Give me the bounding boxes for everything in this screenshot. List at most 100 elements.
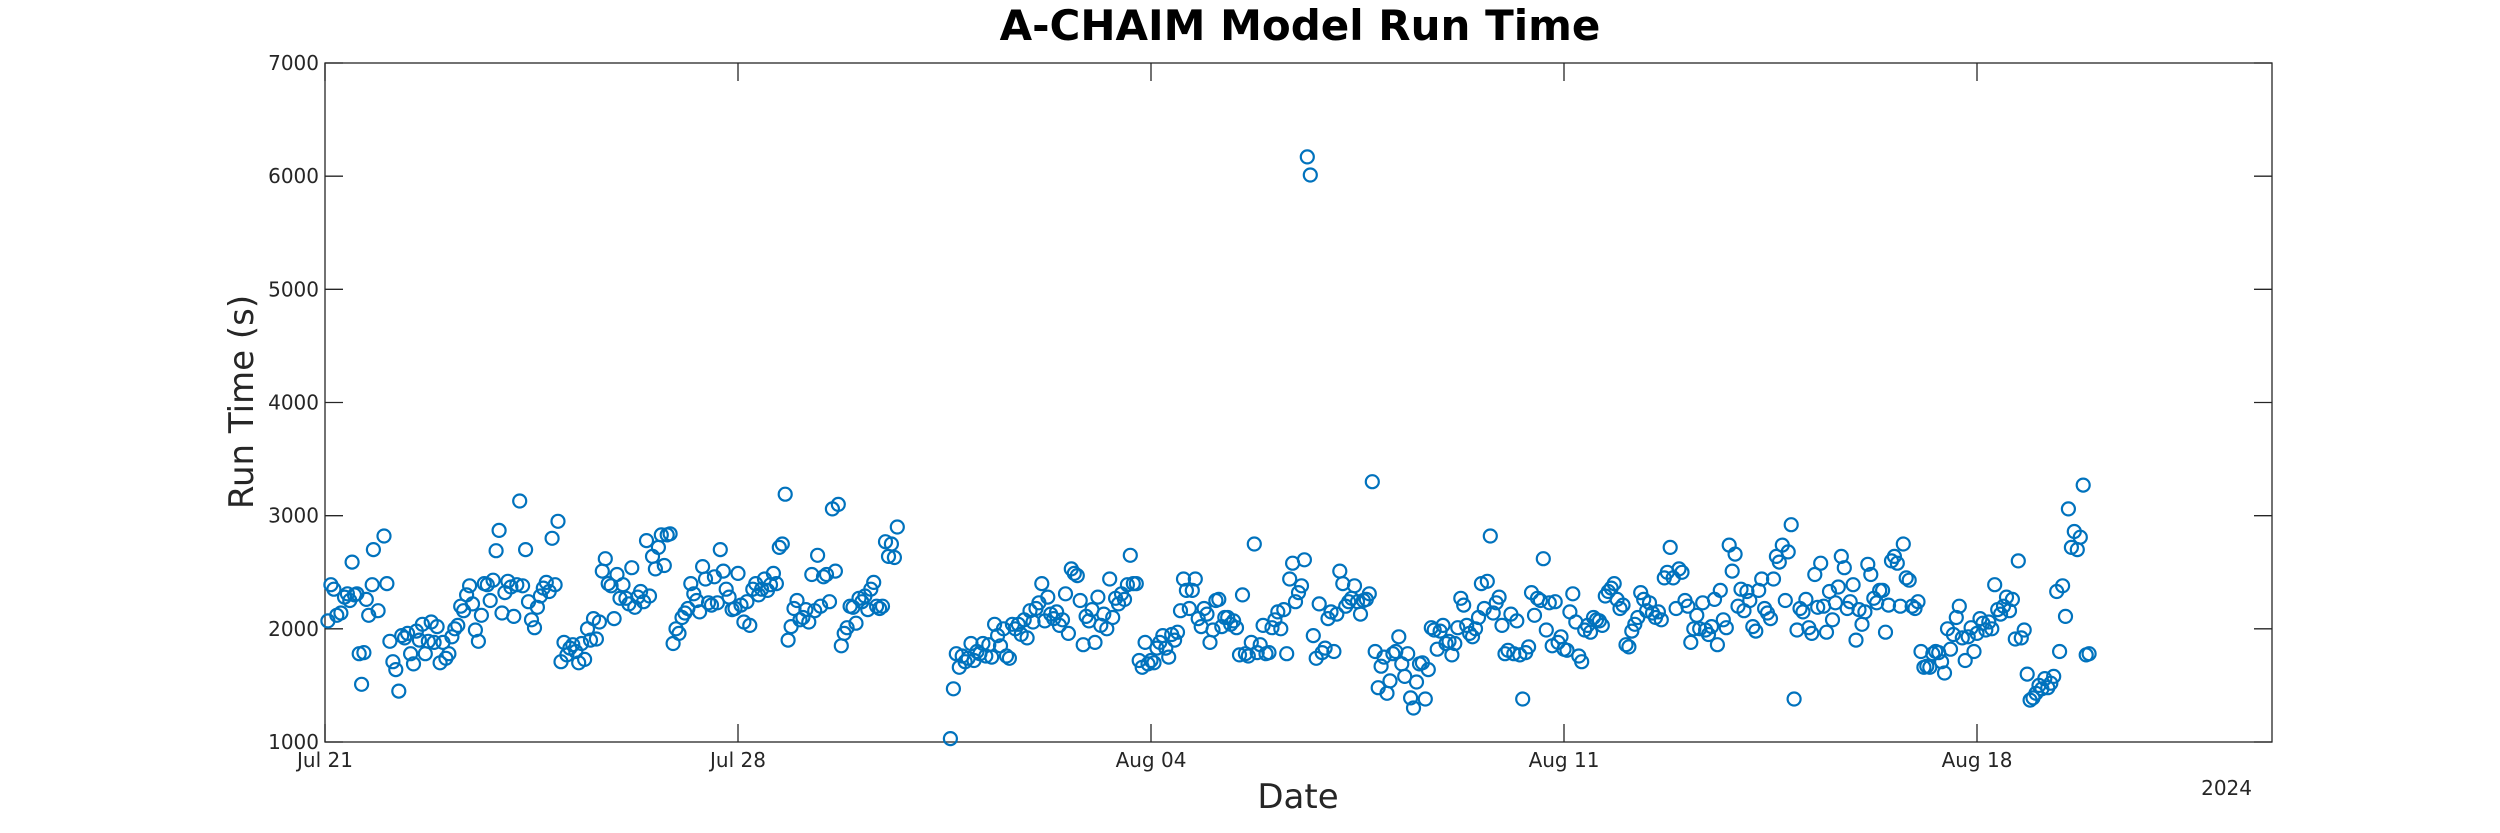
data-point	[1541, 595, 1557, 611]
data-point	[871, 600, 888, 617]
data-point	[1211, 591, 1227, 608]
data-point	[1783, 517, 1799, 533]
data-point	[1119, 577, 1136, 593]
data-point	[886, 549, 903, 566]
data-point	[1485, 605, 1501, 621]
data-point	[1290, 584, 1307, 601]
data-point	[1352, 606, 1369, 622]
data-point	[1450, 620, 1466, 636]
data-point	[509, 577, 525, 593]
data-point	[1777, 592, 1793, 609]
data-point	[514, 578, 531, 594]
data-point	[565, 637, 581, 653]
data-point	[365, 541, 381, 558]
data-point	[2055, 578, 2071, 594]
data-point	[1771, 554, 1787, 570]
data-point	[686, 586, 702, 602]
data-point	[470, 633, 486, 649]
data-point	[1397, 668, 1413, 685]
data-point	[544, 530, 560, 546]
data-point	[376, 528, 392, 544]
data-point	[1169, 624, 1186, 640]
data-point	[848, 615, 864, 631]
data-point	[1945, 626, 1962, 643]
y-tick-label: 4000	[268, 391, 319, 415]
data-point	[1683, 634, 1699, 651]
data-point	[1910, 594, 1926, 610]
data-point	[1249, 644, 1265, 661]
data-point	[768, 575, 785, 592]
data-point	[1476, 600, 1492, 617]
data-point	[709, 595, 726, 611]
data-point	[523, 612, 540, 628]
data-point	[1515, 691, 1531, 707]
data-point	[1060, 625, 1077, 642]
x-axis-year-label: 2024	[2201, 776, 2252, 800]
data-point	[1922, 659, 1938, 675]
data-point	[2019, 666, 2035, 682]
data-point	[414, 616, 430, 632]
data-point	[1040, 589, 1056, 605]
data-point	[839, 620, 855, 636]
data-point	[1255, 617, 1271, 634]
data-point	[526, 620, 543, 636]
data-point	[1299, 149, 1315, 165]
data-point	[1981, 614, 1997, 630]
data-point	[1346, 578, 1363, 594]
data-point	[1494, 617, 1510, 634]
data-point	[512, 493, 528, 509]
data-point	[995, 621, 1012, 637]
y-tick-label: 1000	[268, 730, 319, 754]
data-point	[1798, 591, 1814, 608]
x-axis-title: Date	[1257, 777, 1338, 817]
data-point	[1385, 646, 1401, 662]
data-point	[1824, 612, 1841, 628]
data-point	[1574, 654, 1590, 670]
data-point	[1420, 661, 1436, 678]
data-point	[1054, 612, 1071, 628]
data-point	[1482, 528, 1498, 544]
y-axis-ticks: 1000 2000 3000 4000 5000 6000 7000	[268, 51, 2272, 754]
data-point	[1087, 634, 1103, 651]
data-point	[382, 633, 398, 649]
data-point	[1402, 690, 1419, 706]
data-point	[815, 569, 832, 585]
data-point	[1621, 639, 1637, 655]
data-point	[576, 651, 593, 668]
data-point	[358, 591, 374, 608]
data-point	[863, 581, 879, 597]
data-point	[1137, 634, 1153, 651]
x-tick-label: Aug 04	[1116, 748, 1187, 772]
data-point	[606, 610, 622, 627]
data-point	[1341, 594, 1357, 610]
data-point	[821, 594, 838, 610]
data-point	[1240, 648, 1256, 664]
data-point	[1842, 594, 1858, 610]
data-point	[1426, 622, 1442, 638]
data-point	[333, 605, 349, 621]
data-point	[1992, 606, 2009, 622]
data-point	[812, 598, 829, 614]
data-point	[1901, 572, 1917, 588]
data-point	[385, 654, 401, 670]
data-point	[1818, 624, 1835, 640]
data-point	[420, 633, 436, 649]
data-point	[1886, 548, 1903, 565]
data-point	[1860, 556, 1876, 572]
data-point	[588, 631, 605, 647]
data-point	[1509, 613, 1525, 629]
x-tick-label: Aug 18	[1942, 748, 2013, 772]
x-tick-label: Jul 21	[295, 748, 353, 772]
data-point	[1898, 570, 1914, 586]
data-point	[582, 632, 599, 648]
data-point	[641, 588, 658, 604]
y-tick-label: 6000	[268, 164, 319, 188]
data-point	[1987, 577, 2003, 593]
data-point	[1957, 652, 1973, 669]
data-point	[441, 646, 457, 662]
data-point	[957, 654, 973, 670]
data-point	[1565, 586, 1581, 602]
data-point	[615, 577, 631, 593]
data-point	[1650, 604, 1667, 620]
